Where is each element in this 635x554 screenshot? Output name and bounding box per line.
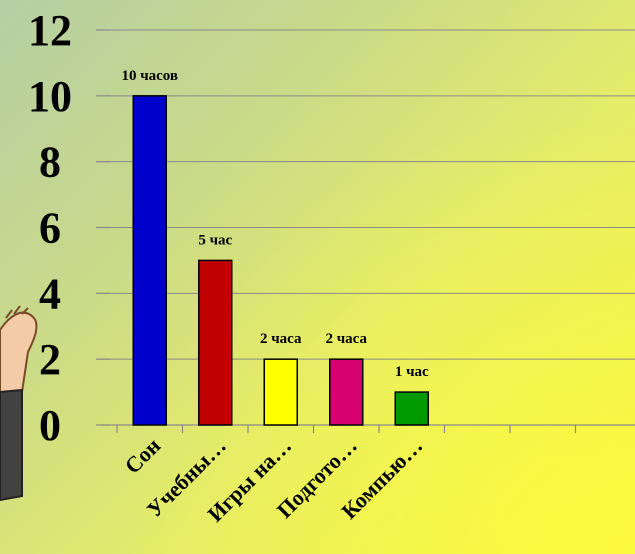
y-tick-label: 6: [39, 204, 61, 253]
y-tick-label: 2: [39, 335, 61, 384]
y-tick-label: 10: [28, 72, 72, 121]
bar: [329, 358, 364, 426]
y-tick-labels: 0 2 4 6 8 10 12: [28, 6, 72, 450]
y-tick-label: 4: [39, 269, 61, 318]
data-label: 1 час: [395, 364, 429, 380]
grid-lines: [102, 29, 635, 360]
y-tick-label: 8: [39, 138, 61, 187]
chart-axes: [96, 29, 635, 433]
bar: [263, 358, 298, 426]
data-label: 2 часа: [260, 331, 302, 347]
y-tick-label: 12: [28, 6, 72, 55]
data-labels: 10 часов 5 час 2 часа 2 часа 1 час: [121, 68, 429, 380]
cartoon-character-decoration: [0, 305, 38, 502]
y-tick-label: 0: [39, 401, 61, 450]
bar: [394, 391, 429, 426]
bar: [198, 259, 233, 426]
bars: [132, 95, 429, 426]
data-label: 2 часа: [325, 331, 367, 347]
x-category-label: Сон: [120, 433, 166, 479]
data-label: 5 час: [198, 232, 232, 248]
data-label: 10 часов: [121, 68, 178, 84]
bar: [132, 95, 167, 426]
